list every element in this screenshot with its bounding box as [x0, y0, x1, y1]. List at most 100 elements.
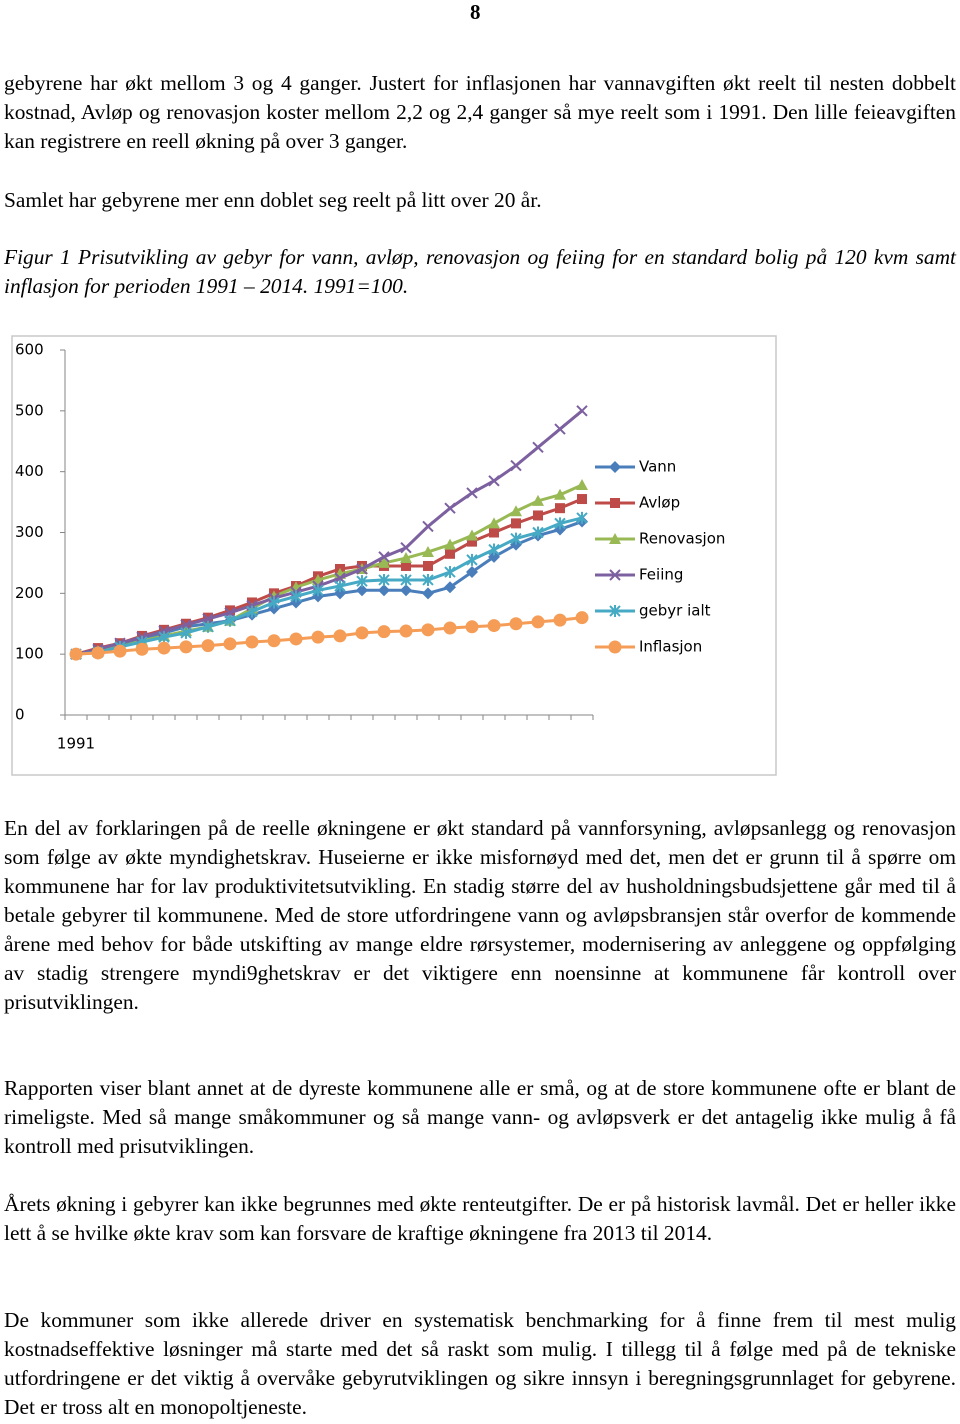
marker [421, 623, 435, 637]
marker [290, 590, 302, 603]
marker [532, 494, 544, 506]
marker [466, 529, 478, 541]
marker [179, 640, 193, 654]
marker [378, 556, 390, 568]
marker [466, 487, 478, 499]
marker [576, 405, 588, 417]
marker [576, 479, 588, 491]
paragraph: Samlet har gebyrene mer enn doblet seg r… [4, 188, 542, 212]
marker [69, 647, 83, 661]
marker [554, 517, 566, 530]
marker [245, 635, 259, 649]
marker [400, 573, 412, 586]
marker [444, 538, 456, 550]
legend-marker [609, 461, 621, 473]
marker [377, 625, 391, 639]
marker [577, 494, 587, 505]
series-line [75, 516, 583, 656]
marker [247, 597, 257, 608]
legend-label: Avløp [639, 494, 680, 512]
marker [488, 550, 500, 563]
marker [135, 642, 149, 656]
marker [465, 620, 479, 634]
marker [554, 523, 566, 536]
marker [487, 619, 501, 633]
marker [225, 605, 235, 616]
marker [532, 526, 544, 539]
marker [224, 614, 236, 627]
legend-marker [608, 640, 622, 654]
paragraph: gebyrene har økt mellom 3 og 4 ganger. J… [4, 71, 956, 153]
marker [488, 543, 500, 556]
legend-marker [610, 498, 620, 508]
marker [158, 631, 170, 644]
marker [511, 518, 521, 529]
marker [356, 575, 368, 588]
marker [378, 551, 390, 563]
marker [202, 620, 214, 633]
marker [246, 605, 258, 618]
marker [489, 527, 499, 538]
marker [268, 596, 280, 609]
marker [422, 587, 434, 600]
legend-marker [609, 605, 621, 617]
marker [466, 553, 478, 566]
marker [311, 630, 325, 644]
marker [444, 502, 456, 514]
paragraph: Rapporten viser blant annet at de dyrest… [4, 1076, 956, 1158]
marker [334, 580, 346, 593]
marker [180, 626, 192, 639]
marker [510, 505, 522, 517]
marker [400, 542, 412, 554]
page-number: 8 [470, 0, 481, 24]
y-tick-label: 200 [15, 584, 44, 602]
y-tick-label: 300 [15, 523, 44, 541]
marker [445, 548, 455, 559]
marker [355, 626, 369, 640]
marker [91, 646, 105, 660]
legend-marker [609, 533, 621, 544]
legend-label: Renovasjon [639, 530, 725, 548]
marker [467, 536, 477, 547]
y-tick-label: 600 [15, 341, 44, 359]
marker [533, 510, 543, 521]
chart: 0 100 200 300 400 500 600 1991 Vann Avløp Renovasj… [11, 335, 777, 776]
legend-label: Feiing [639, 566, 683, 584]
marker [399, 624, 413, 638]
marker [289, 632, 303, 646]
y-tick-label: 400 [15, 462, 44, 480]
marker [267, 634, 281, 648]
marker [555, 503, 565, 514]
marker [223, 637, 237, 651]
y-tick-label: 0 [15, 706, 25, 724]
y-tick-label: 500 [15, 401, 44, 419]
marker [422, 520, 434, 533]
marker [488, 517, 500, 529]
marker [312, 584, 324, 597]
marker [401, 560, 411, 571]
marker [532, 441, 544, 454]
marker [466, 566, 478, 579]
x-tick-label: 1991 [57, 735, 95, 753]
marker [510, 459, 522, 472]
marker [400, 584, 412, 597]
marker [554, 488, 566, 500]
marker [575, 611, 589, 625]
marker [157, 641, 171, 655]
paragraph: De kommuner som ikke allerede driver en … [4, 1308, 956, 1419]
marker [553, 613, 567, 627]
marker [422, 573, 434, 586]
marker [444, 566, 456, 579]
marker [509, 617, 523, 631]
marker [356, 584, 368, 597]
marker [113, 644, 127, 658]
figure-caption: Figur 1 Prisutvikling av gebyr for vann,… [4, 245, 956, 298]
marker [510, 532, 522, 545]
legend-label: Inflasjon [639, 638, 702, 656]
legend-label: gebyr ialt [639, 602, 711, 620]
y-tick-label: 100 [15, 645, 44, 663]
marker [400, 552, 412, 564]
marker [576, 511, 588, 524]
marker [443, 621, 457, 635]
